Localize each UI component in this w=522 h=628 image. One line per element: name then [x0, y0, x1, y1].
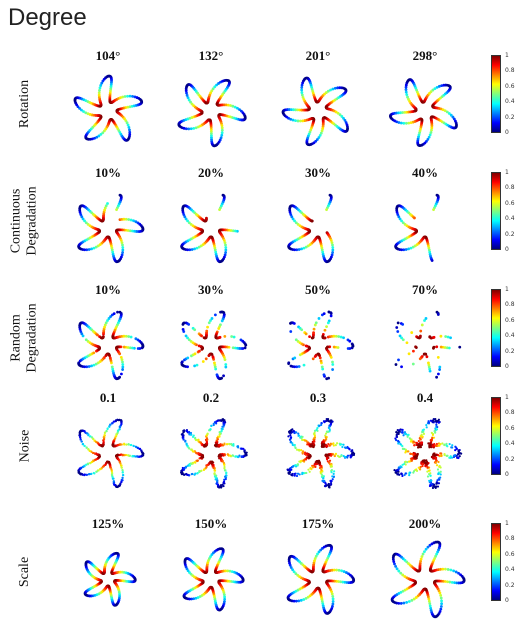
- row-random-degradation: Random Degradation 10% 30% 50% 70% 1 0.8 0.6 0.4 0…: [0, 282, 522, 394]
- column-label: 201°: [305, 48, 331, 63]
- star-contour-plot: [83, 551, 137, 607]
- star-contour-plot: [394, 310, 462, 379]
- column-label: 0.1: [99, 390, 117, 405]
- colorbar-tick-label: 1: [505, 520, 509, 527]
- colorbar: [491, 172, 501, 250]
- column-label: 10%: [95, 165, 121, 180]
- star-contour-plot: [287, 193, 335, 264]
- column-label: 0.4: [416, 390, 434, 405]
- colorbar-tick-label: 0.8: [505, 67, 515, 75]
- star-contour-plot: [394, 193, 440, 262]
- star-contour-plot: [393, 417, 463, 490]
- star-contour-plot: [77, 418, 145, 489]
- column-label: 30%: [305, 165, 331, 180]
- colorbar-tick-label: 1: [505, 169, 509, 176]
- star-contour-plot: [182, 547, 245, 612]
- colorbar-tick-label: 0.8: [505, 184, 515, 192]
- row-label-text: Noise: [16, 429, 32, 463]
- colorbar-tick-label: 0.4: [505, 215, 515, 223]
- colorbar-tick-label: 0.6: [505, 82, 515, 90]
- star-contour-plot: [389, 78, 458, 147]
- colorbar-tick-label: 0.8: [505, 409, 515, 417]
- column-label: 0.2: [202, 390, 220, 405]
- colorbar-tick-label: 0.8: [505, 301, 515, 309]
- star-contour-plot: [73, 74, 144, 142]
- row-continuous-degradation: Continuous Degradation 10% 20% 30% 40% 1 0.8 0.6…: [0, 165, 522, 277]
- star-contour-plot: [177, 78, 247, 148]
- colorbar-tick-label: 0.6: [505, 424, 515, 432]
- colorbar-tick-label: 0.8: [505, 535, 515, 543]
- row-label-text: Random Degradation: [9, 303, 41, 373]
- colorbar: [491, 55, 501, 133]
- star-contour-plot: [77, 193, 145, 264]
- row-label-text: Rotation: [17, 79, 33, 129]
- colorbar-tick-label: 0: [505, 246, 509, 253]
- colorbar-tick-label: 0: [505, 597, 509, 604]
- colorbar: [491, 289, 501, 367]
- column-label: 132°: [198, 48, 224, 63]
- colorbar-tick-label: 0.2: [505, 113, 515, 121]
- column-label: 20%: [198, 165, 224, 180]
- row-label-text: Continuous Degradation: [9, 186, 41, 256]
- star-contour-plot: [180, 310, 248, 381]
- row-noise: Noise 0.1 0.2 0.3 0.4 1 0.8 0.6 0.4 0.2 0: [0, 390, 522, 502]
- column-label: 200%: [408, 516, 442, 531]
- column-label: 40%: [412, 165, 438, 180]
- colorbar-tick-label: 0.6: [505, 316, 515, 324]
- column-label: 298°: [412, 48, 438, 63]
- star-contour-plot: [180, 193, 239, 264]
- star-contour-plot: [180, 418, 248, 489]
- row-label-scale: Scale: [2, 516, 48, 628]
- colorbar-tick-label: 0: [505, 471, 509, 478]
- row-label-noise: Noise: [2, 390, 48, 502]
- colorbar-tick-label: 0.2: [505, 347, 515, 355]
- colorbar-tick-label: 0.6: [505, 550, 515, 558]
- colorbar-tick-label: 1: [505, 52, 509, 59]
- star-contour-plot: [77, 310, 145, 381]
- star-contour-plot: [281, 76, 349, 147]
- row-label-rotation: Rotation: [2, 48, 48, 160]
- colorbar-tick-label: 0: [505, 363, 509, 370]
- row-label-random-degradation: Random Degradation: [2, 282, 48, 394]
- column-label: 30%: [198, 282, 224, 297]
- star-contour-plot: [286, 543, 356, 615]
- star-contour-plot: [390, 540, 466, 619]
- colorbar-tick-label: 1: [505, 394, 509, 401]
- column-label: 125%: [91, 516, 125, 531]
- column-label: 70%: [412, 282, 438, 297]
- star-contour-plot: [287, 310, 355, 381]
- row-label-continuous-degradation: Continuous Degradation: [2, 165, 48, 277]
- column-label: 0.3: [309, 390, 327, 405]
- colorbar-tick-label: 1: [505, 286, 509, 293]
- star-contour-plot: [286, 417, 356, 489]
- colorbar-tick-label: 0.2: [505, 230, 515, 238]
- colorbar: [491, 397, 501, 475]
- colorbar-tick-label: 0.4: [505, 98, 515, 106]
- colorbar-tick-label: 0.4: [505, 332, 515, 340]
- colorbar-tick-label: 0: [505, 129, 509, 136]
- column-label: 10%: [95, 282, 121, 297]
- page-title: Degree: [8, 4, 87, 31]
- column-label: 150%: [194, 516, 228, 531]
- colorbar-tick-label: 0.6: [505, 199, 515, 207]
- column-label: 104°: [95, 48, 121, 63]
- colorbar: [491, 523, 501, 601]
- colorbar-tick-label: 0.2: [505, 455, 515, 463]
- row-scale: Scale 125% 150% 175% 200% 1 0.8 0.6 0.4 0.2 0: [0, 516, 522, 628]
- column-label: 175%: [301, 516, 335, 531]
- colorbar-tick-label: 0.4: [505, 566, 515, 574]
- row-label-text: Scale: [16, 556, 32, 588]
- column-label: 50%: [305, 282, 331, 297]
- colorbar-tick-label: 0.4: [505, 440, 515, 448]
- colorbar-tick-label: 0.2: [505, 581, 515, 589]
- row-rotation: Rotation 104° 132° 201° 298° 1 0.8 0.6 0.4 0.2 0: [0, 48, 522, 160]
